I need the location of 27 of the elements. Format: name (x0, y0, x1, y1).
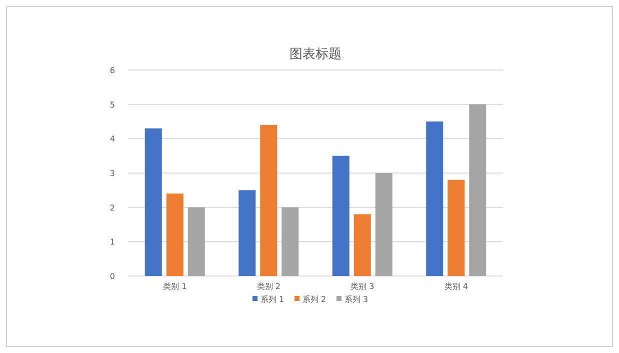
bar (354, 214, 371, 276)
y-tick-label: 0 (110, 272, 115, 281)
bar (332, 156, 350, 276)
legend-label: 系列 1 (260, 295, 284, 304)
legend-label: 系列 2 (302, 295, 326, 304)
bar (260, 124, 278, 276)
bar (238, 190, 256, 276)
bar (469, 104, 486, 276)
y-tick-label: 2 (110, 203, 115, 212)
bar (144, 128, 162, 276)
bar (375, 173, 392, 276)
x-tick-label: 类别 3 (350, 282, 374, 291)
y-tick-label: 1 (110, 238, 115, 247)
y-tick-label: 5 (110, 100, 115, 110)
y-tick-label: 6 (110, 66, 115, 75)
bar (188, 207, 205, 276)
x-tick-label: 类别 4 (444, 282, 468, 291)
x-tick-label: 类别 1 (163, 282, 187, 291)
bar (166, 194, 184, 276)
y-tick-label: 3 (110, 169, 115, 178)
bar (282, 207, 299, 276)
bar (448, 180, 465, 276)
bar (426, 122, 444, 276)
x-tick-label: 类别 2 (256, 282, 280, 291)
legend-label: 系列 3 (344, 295, 368, 304)
chart-title: 图表标题 (290, 47, 342, 62)
y-tick-label: 4 (110, 134, 115, 144)
